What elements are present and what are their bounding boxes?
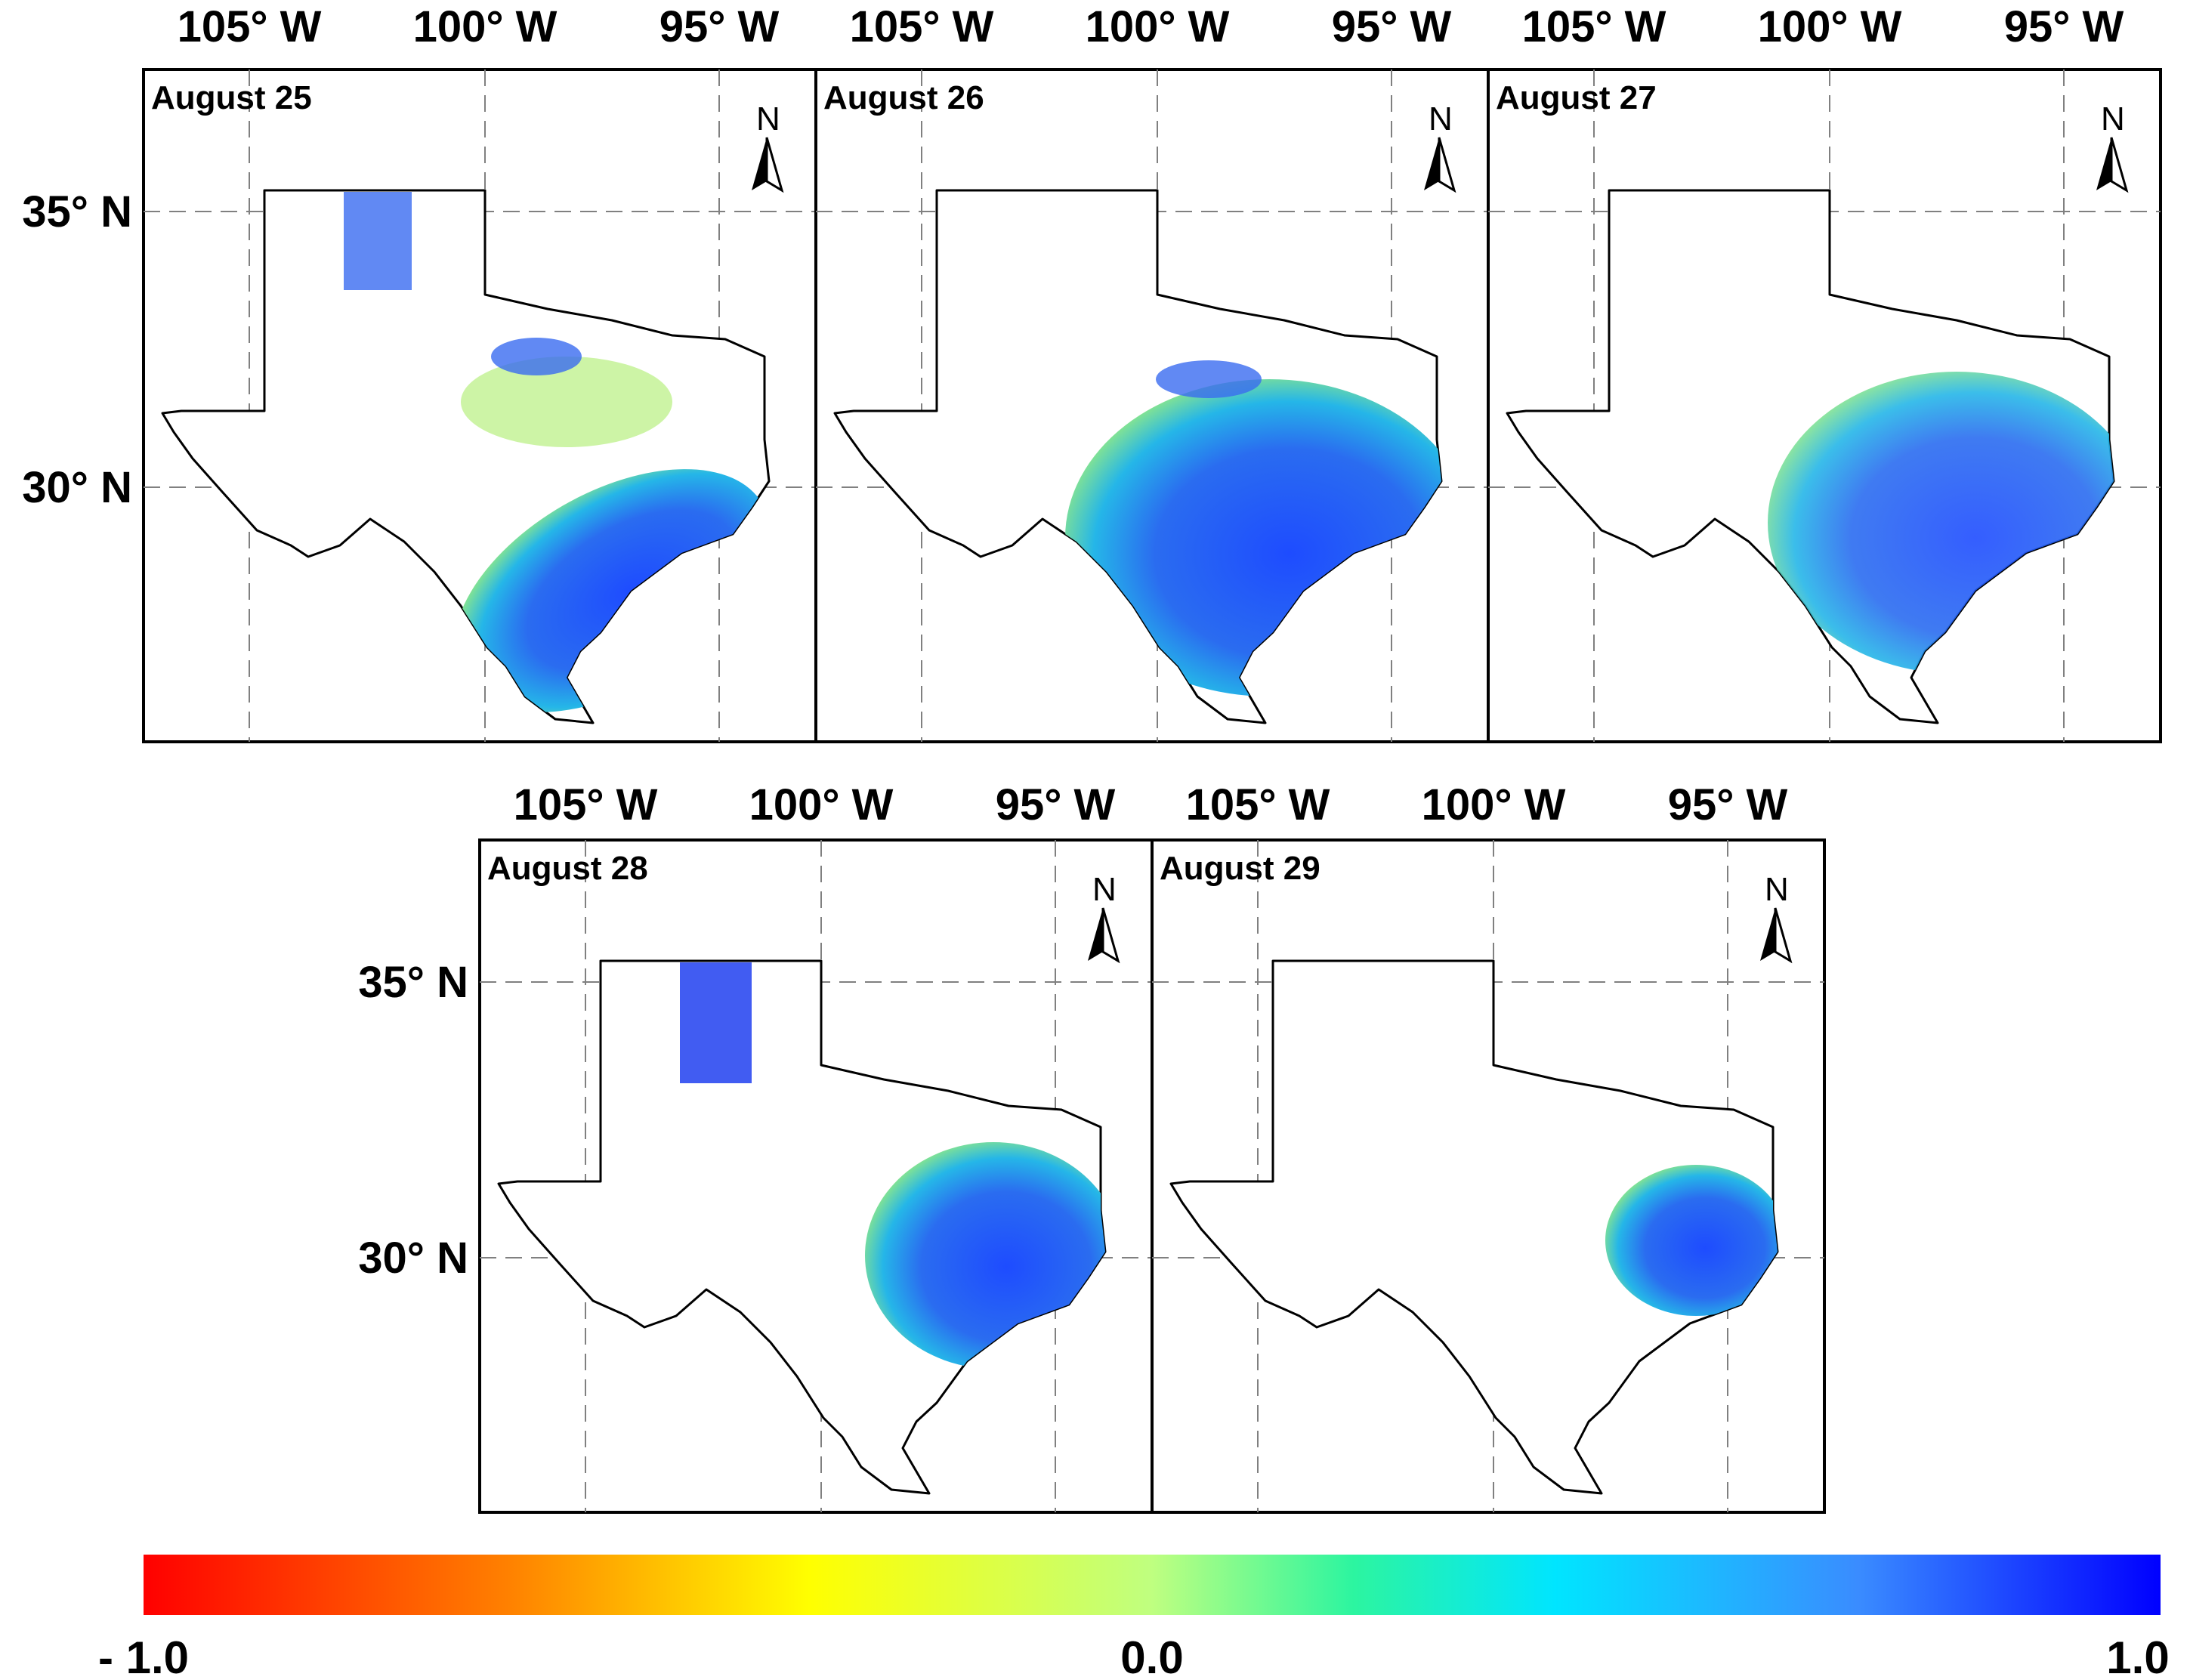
lat-label: 35° N bbox=[22, 187, 132, 236]
north-arrow: N bbox=[750, 100, 783, 192]
north-arrow: N bbox=[2095, 100, 2128, 192]
panel-date: August 25 bbox=[151, 79, 312, 116]
north-arrow-label: N bbox=[1092, 871, 1117, 908]
panel-date: August 29 bbox=[1160, 850, 1320, 887]
colorbar: - 1.0 0.0 1.0 bbox=[98, 1555, 2170, 1680]
lon-label: 105° W bbox=[1522, 2, 1666, 51]
bottom-longitude-labels: 105° W 100° W 95° W 105° W 100° W 95° W bbox=[514, 780, 1788, 829]
lon-label: 100° W bbox=[1758, 2, 1902, 51]
panel-date: August 26 bbox=[823, 79, 984, 116]
lon-label: 105° W bbox=[514, 780, 658, 829]
lon-label: 100° W bbox=[1086, 2, 1230, 51]
panel-date: August 28 bbox=[487, 850, 648, 887]
north-arrow: N bbox=[1422, 100, 1456, 192]
top-latitude-labels: 35° N 30° N bbox=[22, 187, 132, 512]
lon-label: 105° W bbox=[178, 2, 322, 51]
lon-label: 95° W bbox=[1668, 780, 1788, 829]
panel-date: August 27 bbox=[1496, 79, 1657, 116]
north-arrow: N bbox=[1086, 871, 1120, 962]
north-arrow-label: N bbox=[756, 100, 780, 137]
top-longitude-labels: 105° W 100° W 95° W 105° W 100° W 95° W … bbox=[178, 2, 2124, 51]
colorbar-bar bbox=[144, 1555, 2161, 1615]
north-arrow-label: N bbox=[1429, 100, 1453, 137]
lon-label: 95° W bbox=[659, 2, 780, 51]
map-panel-aug25: August 25 N bbox=[142, 68, 817, 743]
lon-label: 95° W bbox=[996, 780, 1116, 829]
lat-label: 30° N bbox=[358, 1234, 468, 1283]
map-panel-aug29: August 29 N bbox=[1151, 838, 1826, 1514]
north-arrow-label: N bbox=[2101, 100, 2125, 137]
map-panel-aug27: August 27 N bbox=[1487, 68, 2162, 743]
map-panel-aug28: August 28 N bbox=[478, 838, 1154, 1514]
north-arrow-label: N bbox=[1765, 871, 1789, 908]
lon-label: 95° W bbox=[2004, 2, 2124, 51]
lon-label: 100° W bbox=[749, 780, 894, 829]
lon-label: 105° W bbox=[1186, 780, 1330, 829]
bottom-latitude-labels: 35° N 30° N bbox=[358, 958, 468, 1283]
map-panel-aug26: August 26 N bbox=[814, 68, 1490, 743]
lon-label: 95° W bbox=[1332, 2, 1452, 51]
colorbar-max-label: 1.0 bbox=[2106, 1632, 2169, 1680]
lat-label: 30° N bbox=[22, 463, 132, 512]
lon-label: 100° W bbox=[413, 2, 558, 51]
lon-label: 105° W bbox=[850, 2, 994, 51]
colorbar-mid-label: 0.0 bbox=[1120, 1632, 1183, 1680]
lat-label: 35° N bbox=[358, 958, 468, 1007]
north-arrow: N bbox=[1759, 871, 1792, 962]
colorbar-min-label: - 1.0 bbox=[98, 1632, 189, 1680]
rainfall-field bbox=[1605, 1165, 1778, 1316]
lon-label: 100° W bbox=[1422, 780, 1566, 829]
